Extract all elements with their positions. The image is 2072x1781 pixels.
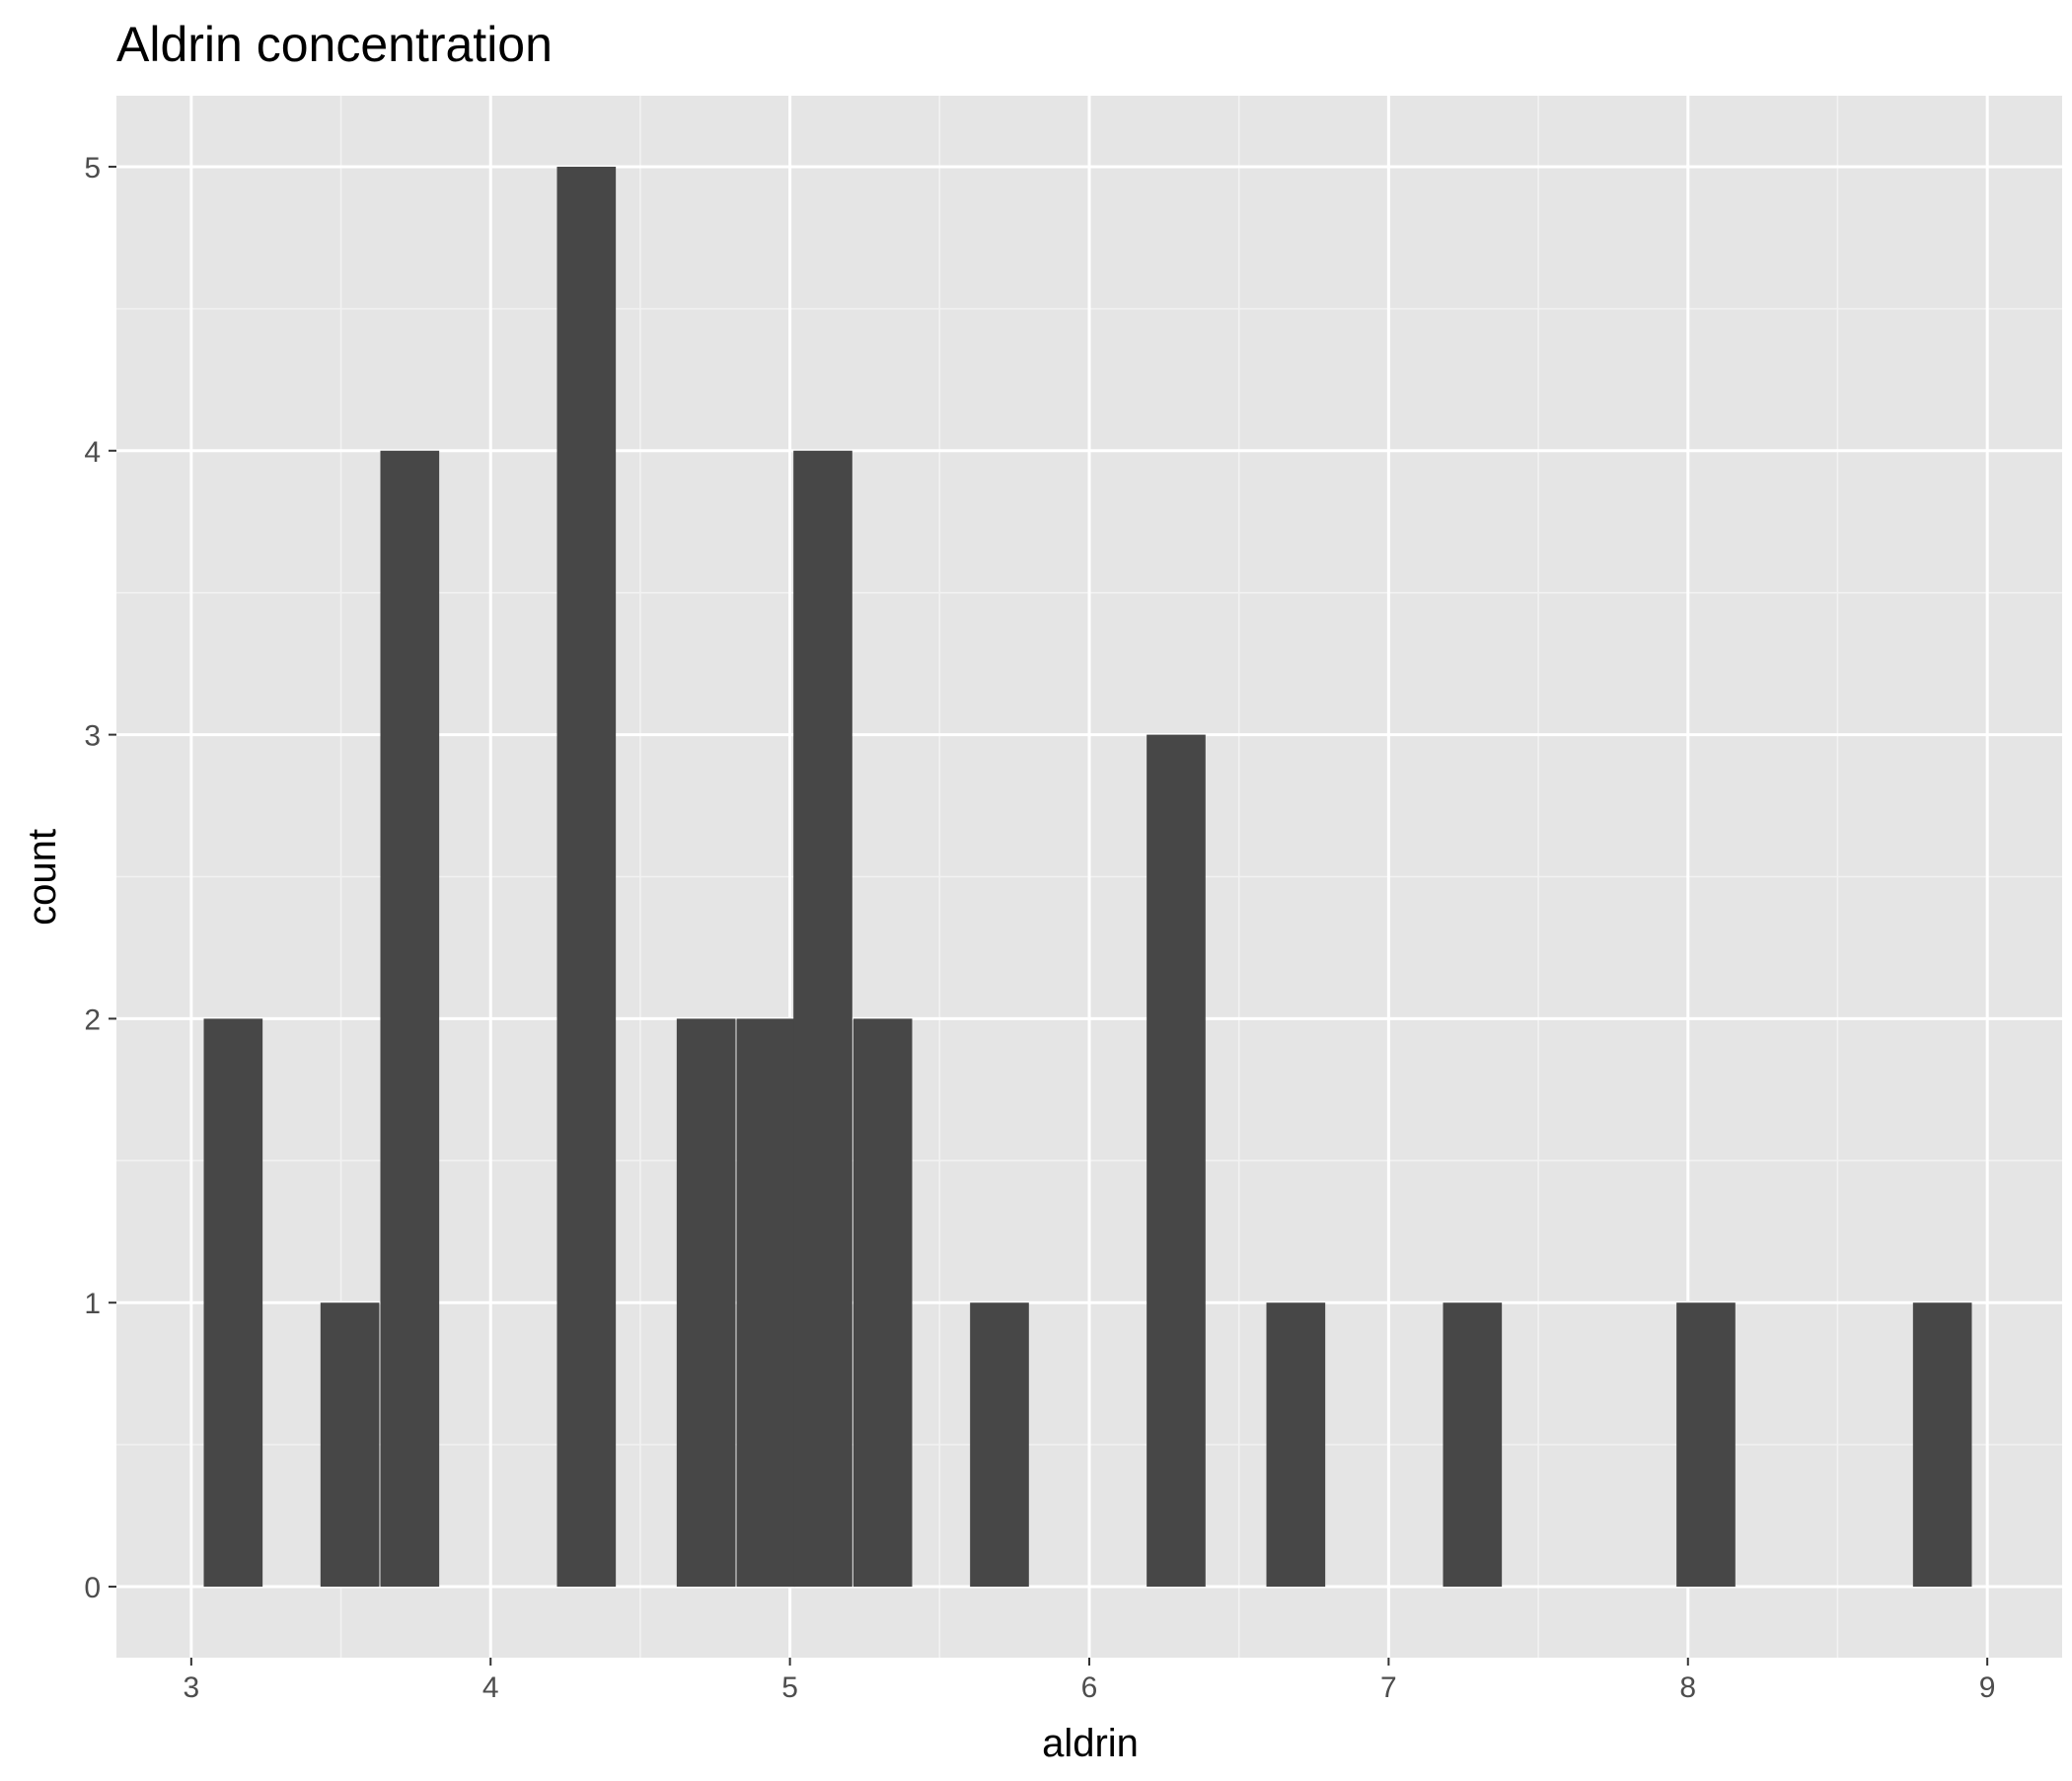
- histogram-bar: [852, 1018, 913, 1588]
- histogram-bar: [380, 450, 440, 1588]
- x-tick-label: 4: [482, 1671, 499, 1704]
- x-axis-title: aldrin: [1042, 1722, 1139, 1765]
- histogram-bar: [1676, 1302, 1736, 1588]
- y-tick-label: 1: [84, 1288, 101, 1320]
- histogram-bars: [203, 166, 1972, 1588]
- y-tick-label: 0: [84, 1572, 101, 1604]
- axes: 3 4 5 6 7 8 9 0 1 2 3 4 5: [84, 152, 1995, 1704]
- x-tick-label: 9: [1979, 1671, 1996, 1704]
- histogram-bar: [1443, 1302, 1503, 1588]
- x-tick-label: 3: [184, 1671, 200, 1704]
- grid-lines: [116, 96, 2062, 1658]
- x-tick-label: 7: [1380, 1671, 1397, 1704]
- histogram-bar: [793, 450, 852, 1588]
- histogram-bar: [736, 1018, 796, 1588]
- y-tick-label: 5: [84, 152, 101, 185]
- y-tick-label: 3: [84, 720, 101, 753]
- histogram-bar: [320, 1302, 380, 1588]
- histogram-bar: [676, 1018, 736, 1588]
- histogram-bar: [1912, 1302, 1972, 1588]
- x-tick-label: 5: [781, 1671, 798, 1704]
- histogram-bar: [1266, 1302, 1326, 1588]
- histogram-bar: [556, 166, 617, 1588]
- chart-title: Aldrin concentration: [116, 17, 553, 72]
- histogram-bar: [203, 1018, 263, 1588]
- x-tick-label: 8: [1679, 1671, 1696, 1704]
- y-axis-title: count: [21, 829, 64, 926]
- x-tick-label: 6: [1081, 1671, 1098, 1704]
- histogram-bar: [970, 1302, 1029, 1588]
- histogram-bar: [1147, 734, 1206, 1588]
- y-tick-label: 2: [84, 1003, 101, 1036]
- y-tick-label: 4: [84, 436, 101, 469]
